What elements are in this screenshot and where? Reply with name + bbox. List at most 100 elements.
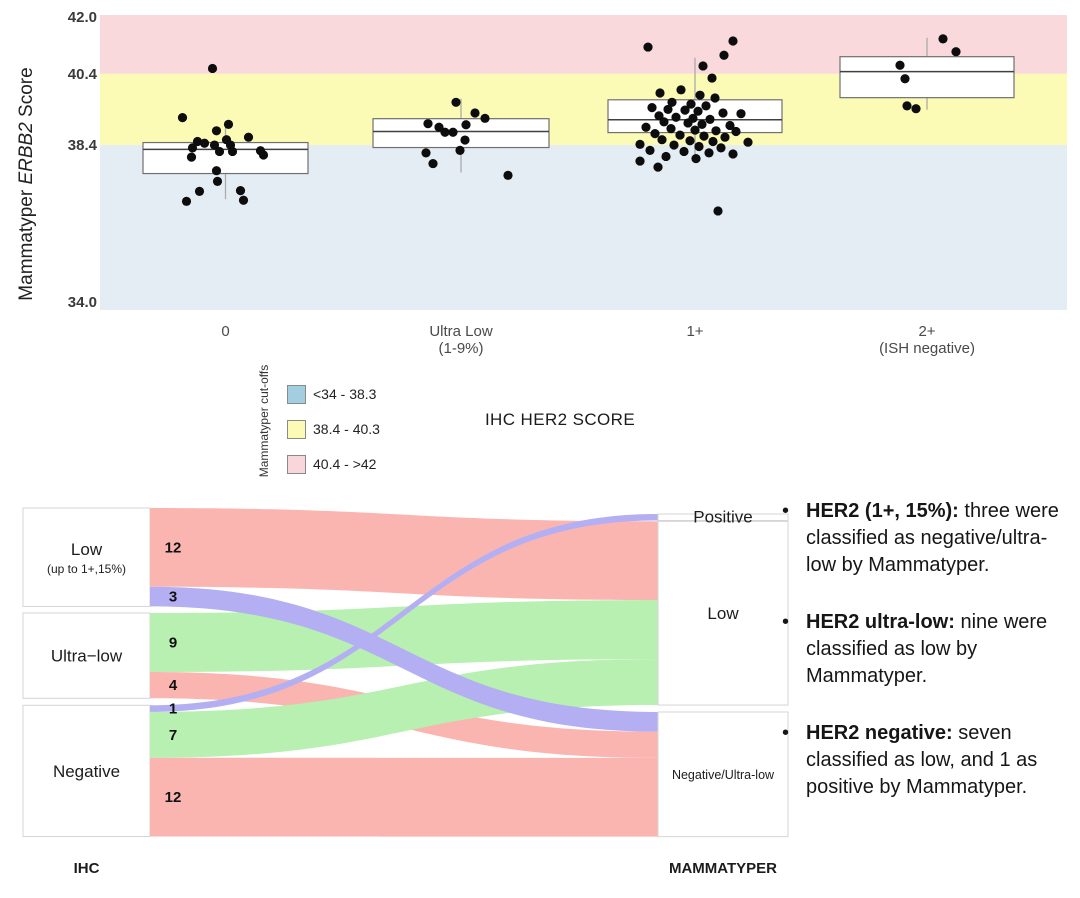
data-point xyxy=(691,153,701,164)
data-point xyxy=(695,90,705,100)
legend-label: 40.4 - >42 xyxy=(313,456,377,472)
data-point xyxy=(654,111,664,121)
data-point xyxy=(707,73,717,83)
data-point xyxy=(902,101,912,111)
data-point xyxy=(434,122,444,132)
bullet-icon: • xyxy=(782,722,790,744)
data-point xyxy=(669,140,679,150)
box xyxy=(839,56,1015,99)
data-point xyxy=(701,101,711,111)
x-tick-label: 0 xyxy=(221,323,229,340)
data-point xyxy=(657,135,667,145)
data-point xyxy=(650,129,660,139)
notes-list: • HER2 (1+, 15%): three were classified a… xyxy=(780,498,1070,831)
stratum-label: Positive xyxy=(693,507,753,526)
legend-swatch-blue xyxy=(287,384,306,404)
legend-item-low-range: 38.4 - 40.3 xyxy=(287,419,380,439)
data-point xyxy=(895,60,905,70)
data-point xyxy=(699,131,709,141)
note-rest: three were classified as negative/ultra-… xyxy=(806,500,1059,576)
y-tick-label: 38.4 xyxy=(68,137,98,154)
data-point xyxy=(243,132,254,142)
data-point xyxy=(728,36,738,46)
data-point xyxy=(428,158,438,169)
data-point xyxy=(451,97,461,107)
data-point xyxy=(711,126,721,136)
data-point xyxy=(718,108,728,118)
data-point xyxy=(503,170,513,180)
legend-label: <34 - 38.3 xyxy=(313,386,377,402)
note-item-her2-ultralow: • HER2 ultra-low: nine were classified as… xyxy=(780,609,1070,690)
flow-ribbon xyxy=(150,514,658,712)
data-point xyxy=(643,42,653,52)
data-point xyxy=(713,206,723,216)
stratum-label: Negative/Ultra-low xyxy=(672,768,775,782)
flow-count-label: 9 xyxy=(169,635,177,652)
flow-ribbon xyxy=(150,659,658,758)
data-point xyxy=(685,136,695,146)
data-point xyxy=(223,119,234,129)
data-point xyxy=(194,186,205,196)
x-tick-label: Ultra Low xyxy=(429,323,493,340)
x-axis-title: IHC HER2 SCORE xyxy=(484,410,636,429)
stratum-box-left xyxy=(22,704,151,838)
data-point xyxy=(683,118,693,128)
data-point xyxy=(663,104,673,115)
x-tick-label: 1+ xyxy=(686,323,703,340)
data-point xyxy=(728,149,738,159)
data-point xyxy=(448,127,458,137)
data-point xyxy=(177,113,188,123)
axis-label-mammatyper: MAMMATYPER xyxy=(669,860,777,877)
data-point xyxy=(655,88,665,98)
data-point xyxy=(736,109,746,119)
data-point xyxy=(211,126,222,136)
data-point xyxy=(181,196,192,206)
data-point xyxy=(690,125,700,135)
data-point xyxy=(667,97,677,107)
data-point xyxy=(207,63,218,74)
data-point xyxy=(708,136,718,147)
bullet-icon: • xyxy=(782,611,790,633)
stratum-label: Ultra−low xyxy=(51,647,123,666)
data-point xyxy=(460,135,470,145)
note-lead: HER2 ultra-low: xyxy=(806,611,955,633)
data-point xyxy=(227,146,238,157)
data-point xyxy=(214,146,225,157)
legend-swatch-yellow xyxy=(287,419,306,439)
flow-count-label: 4 xyxy=(169,677,178,694)
legend-title: Mammatyper cut-offs xyxy=(257,364,271,478)
flow-ribbon xyxy=(150,757,658,837)
x-tick-label: 2+ xyxy=(918,323,935,340)
data-point xyxy=(694,141,704,152)
data-point xyxy=(641,122,651,132)
data-point xyxy=(659,117,669,127)
y-axis-title-prefix: Mammatyper xyxy=(16,184,37,301)
data-point xyxy=(666,124,676,134)
data-point xyxy=(258,150,269,160)
data-point xyxy=(676,85,686,95)
data-point xyxy=(423,119,433,129)
data-point xyxy=(212,176,223,186)
stratum-box-right xyxy=(657,513,789,522)
data-point xyxy=(455,145,465,155)
data-point xyxy=(647,103,657,113)
data-point xyxy=(710,93,720,103)
data-point xyxy=(704,148,714,158)
data-point xyxy=(697,119,707,129)
data-point xyxy=(470,108,480,118)
data-point xyxy=(211,166,222,176)
axis-label-ihc: IHC xyxy=(74,860,100,877)
data-point xyxy=(635,156,645,166)
note-lead: HER2 (1+, 15%): xyxy=(806,500,959,522)
data-point xyxy=(671,112,681,122)
box xyxy=(142,141,309,175)
y-tick-label: 42.0 xyxy=(68,9,97,26)
data-point xyxy=(680,105,690,115)
data-point xyxy=(951,47,961,57)
data-point xyxy=(698,61,708,71)
data-point xyxy=(900,74,910,84)
data-point xyxy=(731,126,741,137)
flow-count-label: 3 xyxy=(169,589,177,606)
